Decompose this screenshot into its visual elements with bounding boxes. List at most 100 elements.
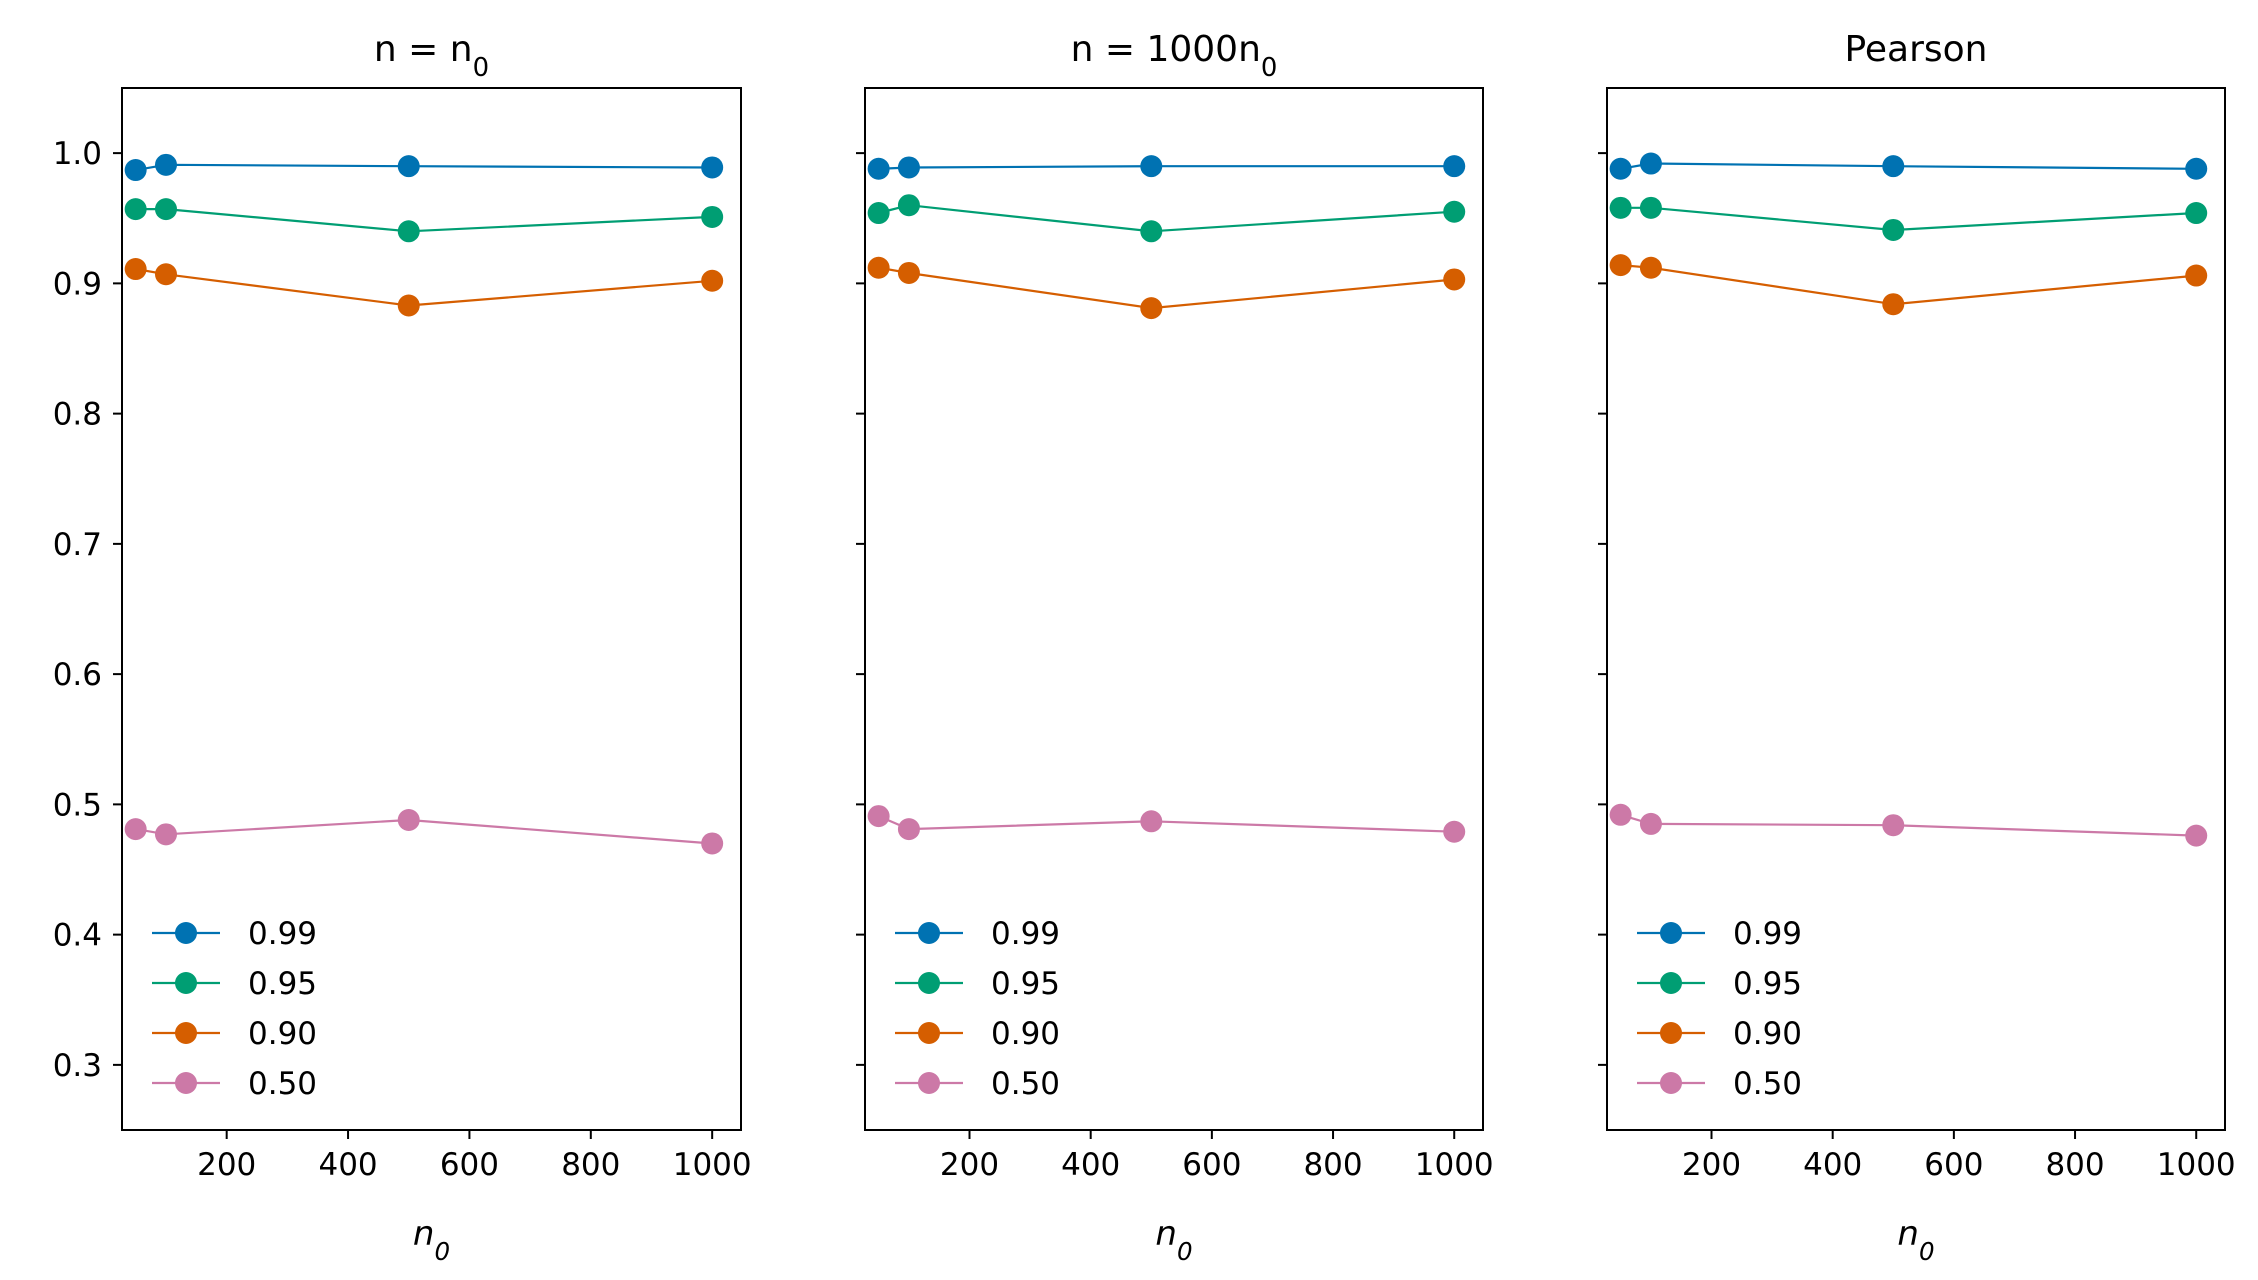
x-tick-label: 800 [2045, 1147, 2104, 1183]
data-point [1639, 812, 1662, 835]
data-point [867, 256, 890, 279]
y-tick-label: 0.9 [53, 266, 102, 302]
legend-item: 0.90 [152, 1016, 317, 1052]
series-line [1620, 813, 2197, 837]
data-point [1882, 814, 1905, 837]
legend-marker [175, 1022, 197, 1044]
data-point [701, 205, 724, 228]
x-axis-label-base: n [1897, 1214, 1919, 1254]
data-point [1609, 157, 1632, 180]
chart-title: n = 1000n0 [1071, 29, 1278, 83]
legend-marker [918, 922, 940, 944]
chart-panel-3: Pearson 200 400 600 800 1000 n0 0.99 0.95 0.90 0.5… [1598, 29, 2236, 1266]
y-tick-label: 0.6 [53, 657, 102, 693]
chart-title-base: n = 1000n [1071, 29, 1261, 70]
data-point [124, 198, 147, 221]
legend-label: 0.50 [1733, 1066, 1802, 1102]
legend-item: 0.90 [895, 1016, 1060, 1052]
data-point [701, 156, 724, 179]
legend: 0.99 0.95 0.90 0.50 [895, 916, 1060, 1102]
data-point [1443, 268, 1466, 291]
x-axis-label-subscript: 0 [434, 1237, 450, 1266]
legend-label: 0.95 [1733, 966, 1802, 1002]
legend-item: 0.95 [152, 966, 317, 1002]
data-point [1609, 803, 1632, 826]
data-point [897, 818, 920, 841]
chart-title: n = n0 [374, 29, 489, 83]
series-line [135, 163, 713, 172]
series-0.95 [867, 194, 1466, 243]
y-tick-label: 1.0 [53, 136, 102, 172]
legend-item: 0.50 [1637, 1066, 1802, 1102]
legend-marker [1660, 972, 1682, 994]
data-point [867, 202, 890, 225]
chart-title: Pearson [1844, 29, 1987, 70]
data-point [154, 823, 177, 846]
series-0.99 [1609, 152, 2208, 180]
data-point [397, 809, 420, 832]
plot-frame [121, 87, 742, 1131]
x-tick-label: 1000 [2157, 1147, 2236, 1183]
x-axis-label-subscript: 0 [1177, 1237, 1193, 1266]
x-axis-label: n0 [413, 1214, 450, 1266]
legend-marker [1660, 922, 1682, 944]
data-point [1882, 293, 1905, 316]
legend-item: 0.99 [1637, 916, 1802, 952]
x-tick-label: 600 [1924, 1147, 1983, 1183]
series-line [1620, 206, 2197, 232]
x-tick-label: 1000 [673, 1147, 752, 1183]
series-line [878, 266, 1455, 310]
x-tick-label: 400 [1061, 1147, 1120, 1183]
data-point [701, 269, 724, 292]
data-point [1443, 820, 1466, 843]
series-0.50 [124, 809, 724, 855]
series-line [135, 208, 713, 233]
data-point [1609, 254, 1632, 277]
data-point [1882, 155, 1905, 178]
data-point [154, 263, 177, 286]
legend-marker [175, 972, 197, 994]
legend-marker [918, 1072, 940, 1094]
legend-item: 0.99 [895, 916, 1060, 952]
legend-marker [175, 922, 197, 944]
data-point [1140, 155, 1163, 178]
legend-marker [918, 972, 940, 994]
legend-label: 0.99 [1733, 916, 1802, 952]
x-tick-label: 600 [1182, 1147, 1241, 1183]
legend-label: 0.95 [248, 966, 317, 1002]
data-point [2185, 824, 2208, 847]
x-tick-label: 400 [318, 1147, 377, 1183]
legend-marker [1660, 1072, 1682, 1094]
data-point [124, 818, 147, 841]
legend: 0.99 0.95 0.90 0.50 [1637, 916, 1802, 1102]
x-axis-label-base: n [1155, 1214, 1177, 1254]
data-point [1639, 152, 1662, 175]
x-tick-label: 1000 [1415, 1147, 1494, 1183]
series-line [1620, 264, 2197, 306]
y-tick-label: 0.3 [53, 1048, 102, 1084]
series-0.90 [1609, 254, 2208, 316]
legend-marker [918, 1022, 940, 1044]
legend-label: 0.90 [991, 1016, 1060, 1052]
series-line [135, 267, 713, 307]
data-point [2185, 157, 2208, 180]
series-0.50 [867, 805, 1466, 843]
legend-item: 0.50 [895, 1066, 1060, 1102]
data-point [897, 194, 920, 217]
legend-item: 0.95 [1637, 966, 1802, 1002]
data-point [1443, 155, 1466, 178]
x-tick-label: 200 [197, 1147, 256, 1183]
series-0.50 [1609, 803, 2208, 847]
legend-label: 0.50 [248, 1066, 317, 1102]
chart-title-base: Pearson [1844, 29, 1987, 70]
x-tick-label: 400 [1803, 1147, 1862, 1183]
series-line [878, 204, 1455, 233]
chart-title-subscript: 0 [473, 53, 489, 83]
y-tick-label: 0.4 [53, 918, 102, 954]
series-0.90 [867, 256, 1466, 320]
data-point [397, 155, 420, 178]
data-point [1140, 810, 1163, 833]
chart-title-subscript: 0 [1261, 53, 1277, 83]
